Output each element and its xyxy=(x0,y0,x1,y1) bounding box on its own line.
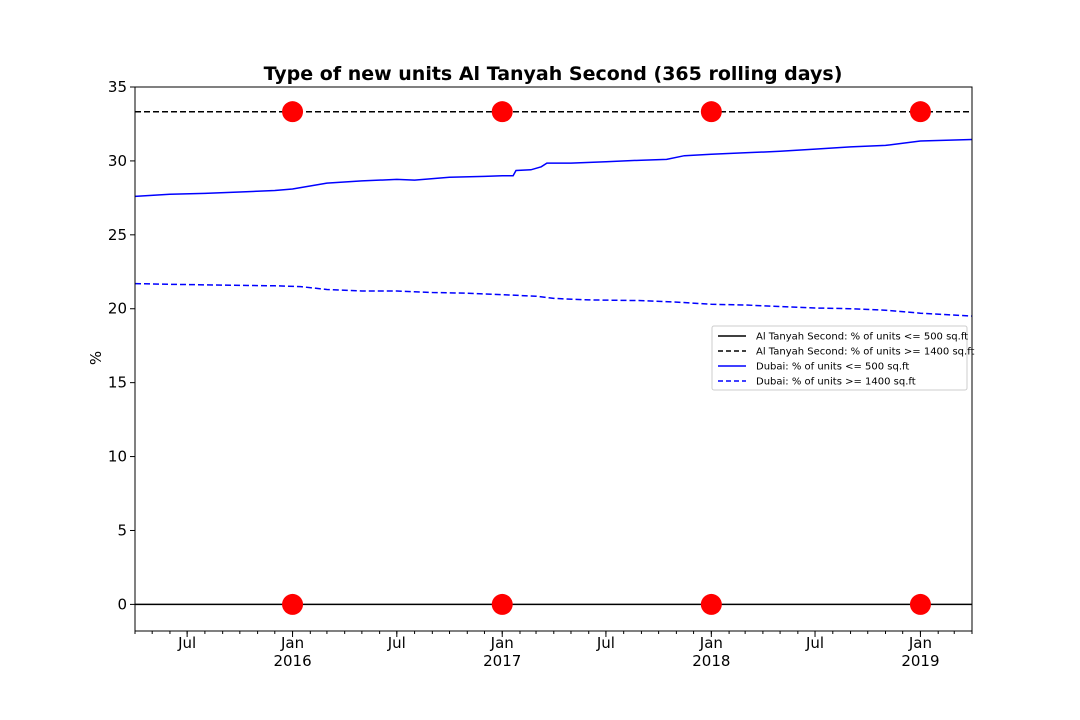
red-marker xyxy=(700,593,722,615)
y-axis-label: % xyxy=(87,351,105,365)
chart-title: Type of new units Al Tanyah Second (365 … xyxy=(264,63,843,85)
legend-entry: Dubai: % of units <= 500 sq.ft xyxy=(756,362,909,373)
red-marker xyxy=(700,101,722,123)
x-tick-label: Jul xyxy=(387,634,406,652)
y-tick-label: 10 xyxy=(108,448,127,466)
x-tick-label: Jul xyxy=(805,634,824,652)
red-marker xyxy=(909,593,931,615)
x-tick-label: Jul xyxy=(177,634,196,652)
x-tick-label: Jan xyxy=(280,634,304,652)
y-tick-label: 20 xyxy=(108,300,127,318)
red-marker xyxy=(282,101,304,123)
y-tick-label: 5 xyxy=(117,521,127,539)
x-tick-year-label: 2017 xyxy=(483,652,521,670)
series-line-3 xyxy=(135,138,972,198)
legend-entry: Al Tanyah Second: % of units >= 1400 sq.… xyxy=(756,347,975,358)
y-tick-label: 30 xyxy=(108,152,127,170)
x-tick-label: Jan xyxy=(699,634,723,652)
red-marker xyxy=(491,593,513,615)
series-line-4 xyxy=(135,282,972,317)
red-marker xyxy=(909,101,931,123)
x-tick-label: Jan xyxy=(490,634,514,652)
legend-box xyxy=(711,325,968,391)
y-tick-label: 35 xyxy=(108,78,127,96)
y-tick-label: 15 xyxy=(108,374,127,392)
plot-frame xyxy=(134,86,973,632)
x-tick-year-label: 2016 xyxy=(273,652,311,670)
red-marker xyxy=(282,593,304,615)
x-tick-label: Jul xyxy=(596,634,615,652)
red-marker xyxy=(491,101,513,123)
legend-entry: Al Tanyah Second: % of units <= 500 sq.f… xyxy=(756,332,968,343)
legend-entry: Dubai: % of units >= 1400 sq.ft xyxy=(756,377,916,388)
y-tick-label: 0 xyxy=(117,595,127,613)
legend: Al Tanyah Second: % of units <= 500 sq.f… xyxy=(711,325,975,391)
x-tick-label: Jan xyxy=(908,634,932,652)
x-tick-year-label: 2019 xyxy=(901,652,939,670)
x-tick-year-label: 2018 xyxy=(692,652,730,670)
y-tick-label: 25 xyxy=(108,226,127,244)
